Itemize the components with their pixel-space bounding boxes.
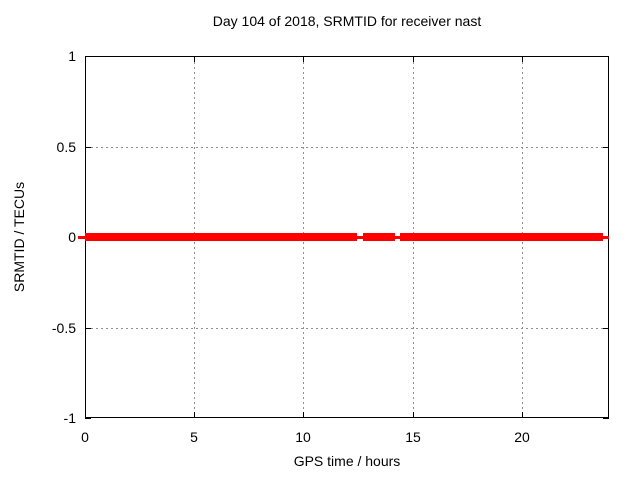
series-data-segment <box>363 233 395 241</box>
x-tick-mark-top <box>85 56 86 62</box>
x-tick-label: 5 <box>190 429 198 445</box>
series-data-segment <box>400 233 603 241</box>
y-tick-label: -1 <box>63 410 76 426</box>
x-tick-label: 20 <box>514 429 530 445</box>
x-axis-label: GPS time / hours <box>293 453 401 469</box>
y-tick-mark-right <box>603 147 609 148</box>
y-tick-mark-right <box>603 328 609 329</box>
y-tick-mark-right <box>603 418 609 419</box>
x-tick-mark <box>194 412 195 418</box>
y-tick-mark-right <box>603 56 609 57</box>
y-tick-label: 0 <box>68 229 76 245</box>
y-tick-label: 1 <box>68 48 76 64</box>
x-tick-mark-top <box>194 56 195 62</box>
y-tick-mark <box>85 147 91 148</box>
series-data-segment <box>85 233 357 241</box>
x-tick-mark <box>522 412 523 418</box>
x-tick-mark-top <box>522 56 523 62</box>
x-tick-mark-top <box>303 56 304 62</box>
y-tick-label: 0.5 <box>56 139 76 155</box>
horizontal-gridline <box>86 147 608 148</box>
y-tick-label: -0.5 <box>51 320 76 336</box>
horizontal-gridline <box>86 328 608 329</box>
y-tick-mark <box>85 418 91 419</box>
y-tick-mark <box>85 56 91 57</box>
x-tick-mark <box>85 412 86 418</box>
x-tick-label: 15 <box>405 429 421 445</box>
y-tick-mark <box>85 328 91 329</box>
x-tick-mark <box>303 412 304 418</box>
chart-title: Day 104 of 2018, SRMTID for receiver nas… <box>212 13 482 29</box>
x-tick-mark <box>413 412 414 418</box>
x-tick-label: 10 <box>295 429 311 445</box>
x-tick-label: 0 <box>81 429 89 445</box>
x-tick-mark-top <box>413 56 414 62</box>
